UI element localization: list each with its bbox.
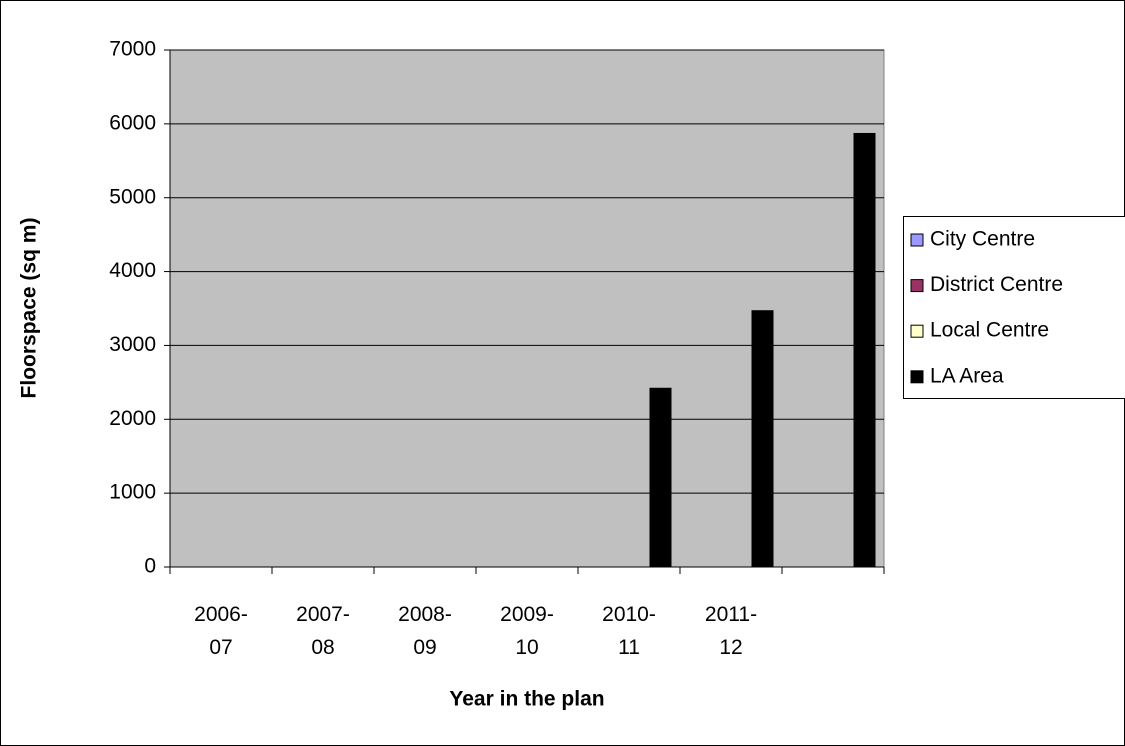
legend-swatch xyxy=(910,324,924,338)
legend-box xyxy=(903,216,1125,399)
y-tick-label: 2000 xyxy=(109,407,156,430)
bar xyxy=(853,132,876,568)
x-axis-label: Year in the plan xyxy=(449,688,604,711)
bar xyxy=(751,310,774,568)
legend-swatch xyxy=(910,233,924,247)
y-tick-label: 6000 xyxy=(109,111,156,134)
x-tick-label: 2009-10 xyxy=(500,603,554,659)
y-tick-label: 5000 xyxy=(109,185,156,208)
legend-label: City Centre xyxy=(930,228,1035,251)
x-tick-label: 2010-11 xyxy=(602,603,656,659)
legend-label: LA Area xyxy=(930,364,1004,387)
y-tick-label: 0 xyxy=(144,555,156,578)
legend-label: District Centre xyxy=(930,273,1063,296)
legend-swatch xyxy=(910,370,924,384)
x-tick-label: 2011-12 xyxy=(705,603,757,659)
x-tick-label: 2007-08 xyxy=(296,603,350,659)
y-tick-label: 1000 xyxy=(109,481,156,504)
y-tick-label: 7000 xyxy=(109,38,156,61)
y-axis-label: Floorspace (sq m) xyxy=(18,218,41,399)
y-tick-label: 4000 xyxy=(109,259,156,282)
y-tick-label: 3000 xyxy=(109,333,156,356)
legend-swatch xyxy=(910,279,924,293)
bar xyxy=(649,387,672,568)
x-tick-label: 2008-09 xyxy=(398,603,452,659)
plot-area xyxy=(169,49,885,568)
x-tick-label: 2006-07 xyxy=(194,603,248,659)
legend-label: Local Centre xyxy=(930,319,1049,342)
